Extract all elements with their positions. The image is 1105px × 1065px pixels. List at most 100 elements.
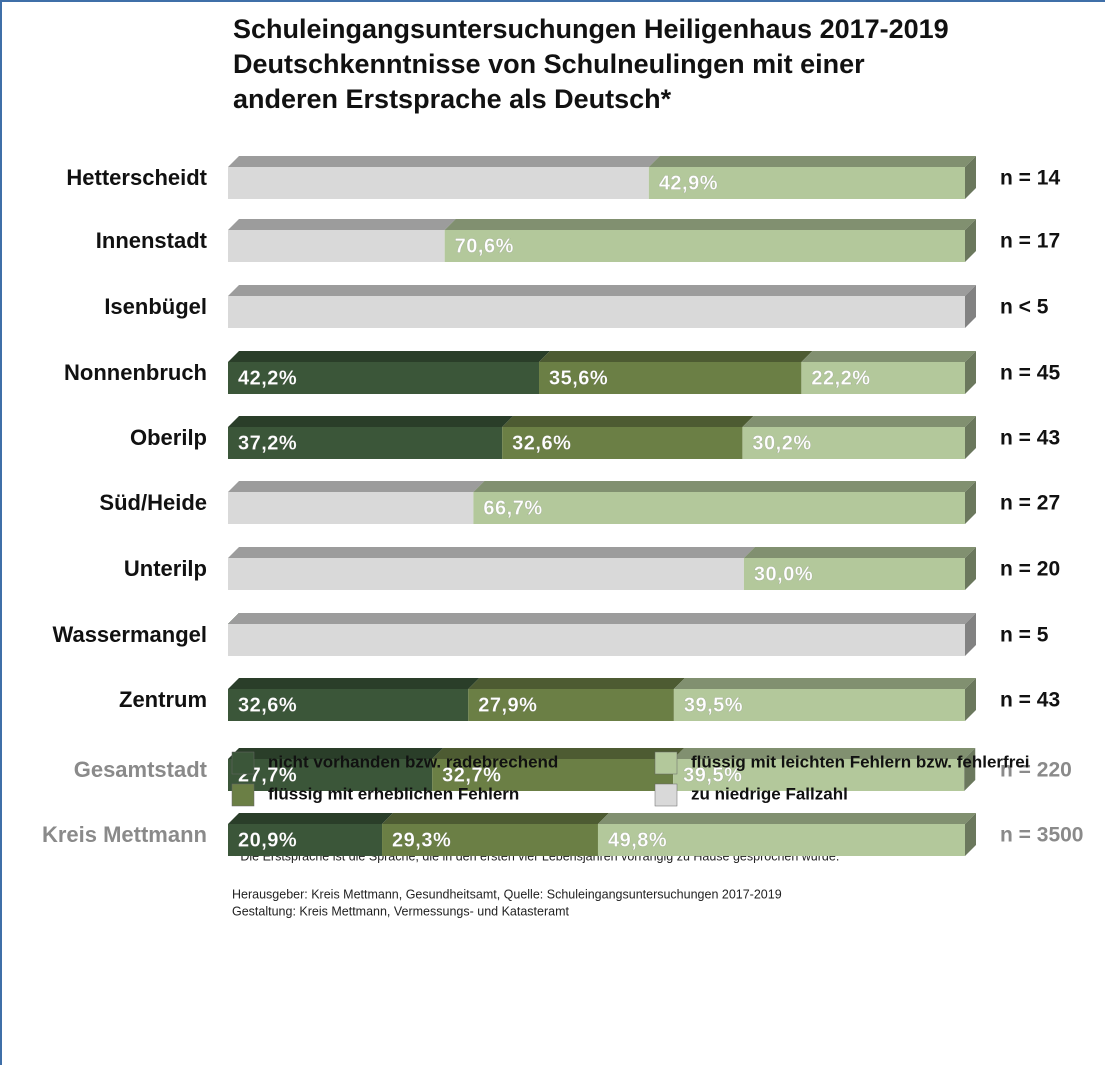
bar	[228, 492, 474, 524]
bar-top	[473, 481, 976, 492]
legend-swatch	[654, 783, 678, 807]
bar-top	[228, 813, 394, 824]
bar-top	[502, 416, 754, 427]
bar-top	[742, 416, 976, 427]
value-label: 20,9%	[238, 829, 297, 851]
value-label: 27,9%	[478, 694, 537, 716]
category-label: Kreis Mettmann	[42, 822, 207, 847]
bar	[228, 427, 503, 459]
value-label: 39,5%	[683, 764, 742, 786]
bar-top	[432, 748, 685, 759]
bar-side	[965, 219, 976, 262]
bar	[742, 427, 965, 459]
bar	[473, 492, 965, 524]
bar	[539, 362, 802, 394]
n-label: n = 43	[1000, 427, 1060, 450]
value-label: 22,2%	[811, 367, 870, 389]
bar-top	[673, 678, 976, 689]
value-label: 30,2%	[752, 432, 811, 454]
bar	[228, 689, 469, 721]
value-label: 42,9%	[659, 172, 718, 194]
bar-side	[965, 481, 976, 524]
bar	[673, 689, 965, 721]
bar-top	[228, 547, 755, 558]
bar-top	[228, 748, 444, 759]
bar	[228, 558, 744, 590]
bar	[228, 296, 965, 328]
bar-top	[444, 219, 977, 230]
n-label: n = 3500	[1000, 824, 1083, 847]
bar-top	[743, 547, 976, 558]
bar-top	[228, 156, 660, 167]
bar	[228, 362, 540, 394]
bar-top	[228, 285, 976, 296]
value-label: 32,6%	[238, 694, 297, 716]
bar	[382, 824, 598, 856]
source: Herausgeber: Kreis Mettmann, Gesundheits…	[232, 887, 782, 901]
category-label: Gesamtstadt	[74, 757, 208, 782]
bar	[228, 824, 383, 856]
bar-top	[228, 678, 480, 689]
bar	[673, 759, 965, 791]
category-label: Zentrum	[119, 687, 207, 712]
value-label: 35,6%	[549, 367, 608, 389]
legend-label: zu niedrige Fallzahl	[691, 784, 848, 803]
n-label: n = 14	[1000, 167, 1060, 190]
n-label: n = 27	[1000, 492, 1060, 515]
bar	[228, 230, 445, 262]
source: Gestaltung: Kreis Mettmann, Vermessungs-…	[232, 904, 569, 918]
bar	[468, 689, 674, 721]
bar-side	[965, 547, 976, 590]
bar-top	[382, 813, 609, 824]
legend-swatch	[231, 783, 255, 807]
value-label: 30,0%	[754, 563, 813, 585]
bar	[228, 759, 433, 791]
n-label: n < 5	[1000, 296, 1049, 319]
legend-swatch	[231, 751, 255, 775]
bar-top	[228, 416, 514, 427]
bar-top	[228, 219, 456, 230]
value-label: 49,8%	[608, 829, 667, 851]
category-label: Unterilp	[124, 556, 207, 581]
category-label: Süd/Heide	[99, 490, 207, 515]
bar	[444, 230, 966, 262]
bar-top	[228, 613, 976, 624]
category-label: Oberilp	[130, 425, 207, 450]
legend-label: flüssig mit erheblichen Fehlern	[268, 784, 519, 803]
bar-side	[965, 678, 976, 721]
value-label: 42,2%	[238, 367, 297, 389]
legend-swatch	[654, 751, 678, 775]
chart-title: anderen Erstsprache als Deutsch*	[233, 84, 672, 114]
bar-side	[965, 416, 976, 459]
bar-side	[965, 813, 976, 856]
category-label: Nonnenbruch	[64, 360, 207, 385]
bar	[801, 362, 965, 394]
bar-top	[648, 156, 976, 167]
n-label: n = 17	[1000, 230, 1060, 253]
value-label: 32,7%	[442, 764, 501, 786]
value-label: 66,7%	[483, 497, 542, 519]
bar	[502, 427, 743, 459]
category-label: Hetterscheidt	[66, 165, 207, 190]
bar	[228, 167, 649, 199]
value-label: 29,3%	[392, 829, 451, 851]
n-label: n = 45	[1000, 362, 1060, 385]
legend-label: flüssig mit leichten Fehlern bzw. fehler…	[691, 752, 1030, 771]
bar	[743, 558, 965, 590]
category-label: Isenbügel	[104, 294, 207, 319]
value-label: 32,6%	[512, 432, 571, 454]
bar	[432, 759, 674, 791]
bar-top	[673, 748, 976, 759]
bar-top	[468, 678, 685, 689]
chart-title: Schuleingangsuntersuchungen Heiligenhaus…	[233, 14, 949, 44]
bar-top	[539, 351, 813, 362]
bar	[597, 824, 965, 856]
category-label: Wassermangel	[53, 622, 207, 647]
legend-label: nicht vorhanden bzw. radebrechend	[268, 752, 558, 771]
bar-top	[228, 481, 485, 492]
bar-top	[228, 351, 551, 362]
n-label: n = 5	[1000, 624, 1049, 647]
bar-side	[965, 613, 976, 656]
